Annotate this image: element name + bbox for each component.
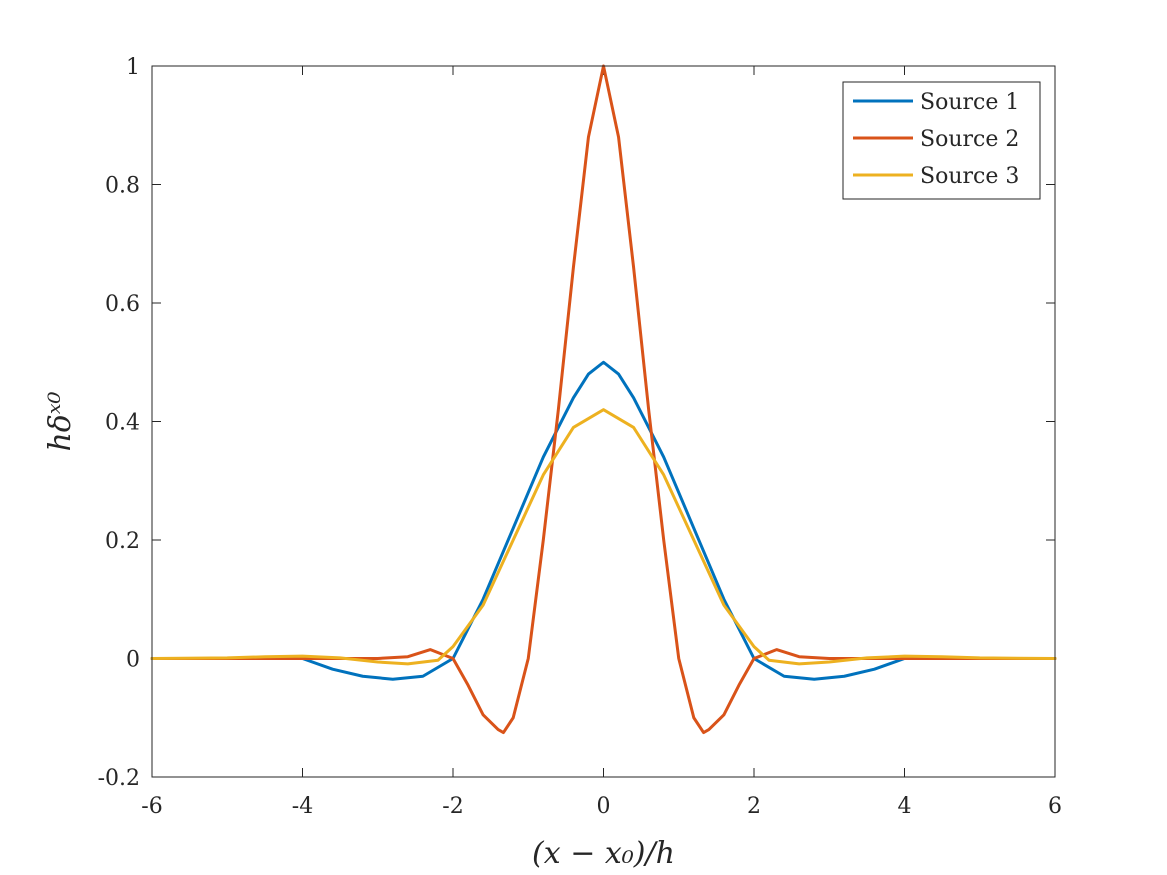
y-tick-label: 0.2 — [105, 529, 140, 554]
series-line-source-1 — [150, 360, 1057, 681]
x-tick-label: 2 — [747, 794, 761, 819]
x-tick-label: -2 — [442, 794, 463, 819]
legend-label-source-1: Source 1 — [920, 90, 1019, 115]
x-tick-label: -6 — [141, 794, 162, 819]
legend-label-source-2: Source 2 — [920, 127, 1019, 152]
axes-frame — [151, 65, 1056, 778]
tick-labels-group: -6 -4 -2 0 2 4 6 -0.2 0 0.2 0.4 0.6 0.8 1 — [98, 55, 1062, 819]
x-axis-label: (x − x₀)/h — [532, 836, 675, 871]
y-tick-label: 0.4 — [105, 411, 140, 436]
y-tick-label: 1 — [126, 55, 140, 80]
legend-label-source-3: Source 3 — [920, 164, 1019, 189]
x-tick-label: 4 — [898, 794, 912, 819]
y-tick-label: 0.8 — [105, 174, 140, 199]
y-axis-label: hδˣ⁰ — [43, 391, 78, 451]
x-tick-label: -4 — [292, 794, 313, 819]
y-tick-label: 0 — [126, 648, 140, 673]
legend: Source 1 Source 2 Source 3 — [842, 81, 1041, 200]
y-tick-label: 0.6 — [105, 292, 140, 317]
x-tick-label: 0 — [597, 794, 611, 819]
x-tick-label: 6 — [1048, 794, 1062, 819]
y-tick-label: -0.2 — [98, 766, 140, 791]
series-line-source-3 — [150, 408, 1057, 666]
